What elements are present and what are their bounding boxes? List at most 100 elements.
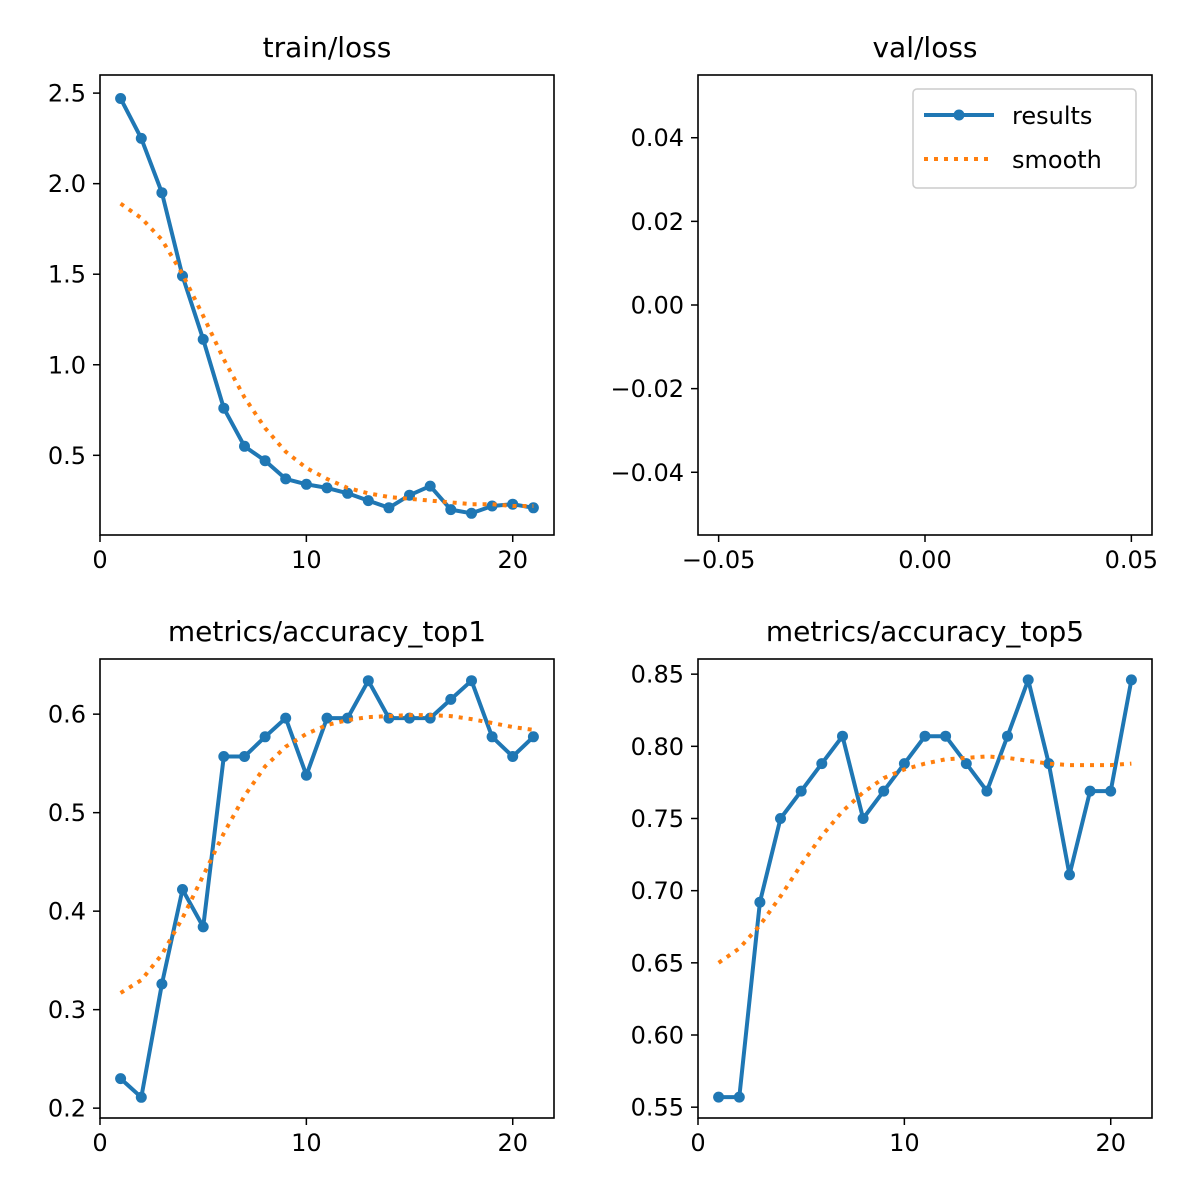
series-results-point — [218, 402, 230, 414]
series-results-point — [733, 1091, 745, 1103]
series-results-point — [383, 502, 395, 514]
series-results-point — [898, 758, 910, 770]
y-tick-label: 0.75 — [631, 805, 684, 833]
y-tick-label: 1.5 — [48, 261, 86, 289]
series-results-point — [1084, 785, 1096, 797]
series-results-point — [115, 93, 127, 104]
series-results-point — [486, 731, 498, 743]
axes-frame — [99, 74, 555, 536]
y-tick-label: 0.5 — [48, 442, 86, 470]
train-loss-panel: train/loss 0 10 20 0.5 1.0 1.5 2.0 2.5 — [48, 31, 555, 574]
y-tick-label: 0.80 — [631, 733, 684, 761]
series-smooth-line — [717, 754, 1132, 965]
series-results-point — [362, 675, 374, 687]
series-results-point — [940, 730, 952, 742]
axes-frame — [697, 658, 1153, 1119]
y-tick-label: 0.6 — [48, 701, 86, 729]
series-results-point — [960, 758, 972, 770]
series-results-point — [527, 731, 539, 743]
accuracy-top1-panel: metrics/accuracy_top1 0 10 20 0.2 0.3 0.4 0.5 0… — [48, 615, 555, 1157]
series-results-point — [424, 712, 436, 724]
series-results-point — [816, 758, 828, 770]
series-results-point — [197, 333, 209, 345]
x-tick-label: 0 — [92, 1129, 107, 1157]
y-tick-label: 0.85 — [631, 661, 684, 689]
series-results-point — [218, 751, 230, 762]
series-results-point — [445, 693, 457, 705]
y-tick-label: 0.4 — [48, 898, 86, 926]
series-results-point — [259, 455, 271, 467]
series-results-point — [857, 813, 869, 824]
series-results-point — [775, 813, 786, 824]
series-results-point — [239, 440, 250, 452]
y-tick-label: 2.0 — [48, 170, 86, 198]
x-tick-label: 20 — [1095, 1129, 1126, 1157]
series-results-point — [1064, 869, 1075, 881]
series-results-point — [507, 751, 519, 762]
y-tick-label: 0.65 — [631, 949, 684, 977]
series-results-point — [1105, 785, 1117, 797]
y-tick-label: 0.2 — [48, 1095, 86, 1123]
series-results-point — [466, 675, 477, 687]
series-results-point — [135, 132, 147, 144]
series-results-point — [280, 712, 292, 724]
y-tick-label: 0.3 — [48, 996, 86, 1024]
series-results-point — [795, 785, 807, 797]
x-tick-label: 0 — [690, 1129, 705, 1157]
series-results-point — [878, 785, 890, 797]
series-results-point — [156, 187, 168, 199]
series-results-point — [321, 712, 333, 724]
series-results-point — [156, 978, 168, 990]
series-results-point — [259, 731, 271, 743]
legend-label-smooth: smooth — [1012, 146, 1102, 174]
x-tick-label: 10 — [889, 1129, 920, 1157]
series-results-point — [754, 896, 766, 908]
y-tick-label: 0.60 — [631, 1022, 684, 1050]
panel-title: metrics/accuracy_top5 — [766, 615, 1084, 648]
accuracy-top5-panel: metrics/accuracy_top5 0 10 20 0.55 0.60 0.65 0… — [631, 615, 1153, 1157]
y-tick-label: 0.00 — [631, 292, 684, 320]
y-tick-label: −0.04 — [610, 459, 684, 487]
series-results-point — [280, 473, 292, 485]
val-loss-panel: val/loss −0.05 0.00 0.05 −0.04 −0.02 0.00 0.02… — [610, 31, 1158, 574]
series-results-point — [197, 921, 209, 933]
series-results-point — [466, 507, 477, 519]
panel-title: val/loss — [872, 31, 977, 64]
series-results-point — [1125, 674, 1137, 686]
legend-results-marker — [953, 109, 965, 121]
y-tick-label: −0.02 — [610, 375, 684, 403]
panel-title: train/loss — [263, 31, 392, 64]
y-tick-label: 0.02 — [631, 208, 684, 236]
axes-frame — [697, 74, 1153, 536]
series-results-point — [321, 482, 333, 494]
legend: results smooth — [912, 88, 1137, 189]
y-tick-label: 2.5 — [48, 80, 86, 108]
x-tick-label: 20 — [497, 546, 528, 574]
series-results-point — [919, 730, 931, 742]
series-results-point — [115, 1073, 127, 1085]
y-tick-label: 0.55 — [631, 1094, 684, 1122]
series-results-point — [342, 487, 354, 499]
series-results-point — [1043, 758, 1055, 770]
y-tick-label: 0.04 — [631, 124, 684, 152]
x-tick-label: 10 — [291, 1129, 322, 1157]
x-tick-label: 10 — [291, 546, 322, 574]
series-results-point — [713, 1091, 725, 1103]
series-results-point — [362, 495, 374, 507]
x-tick-label: 0 — [92, 546, 107, 574]
y-tick-label: 0.5 — [48, 799, 86, 827]
series-results-point — [981, 785, 993, 797]
series-results-point — [300, 478, 312, 490]
x-tick-label: 20 — [497, 1129, 528, 1157]
x-tick-label: 0.00 — [898, 546, 951, 574]
series-smooth-line — [119, 201, 534, 508]
series-results-point — [424, 480, 436, 492]
x-tick-label: 0.05 — [1105, 546, 1158, 574]
series-results-point — [445, 504, 457, 516]
series-results-point — [239, 751, 250, 762]
y-tick-label: 0.70 — [631, 877, 684, 905]
axes-frame — [99, 658, 555, 1119]
panel-title: metrics/accuracy_top1 — [168, 615, 486, 648]
